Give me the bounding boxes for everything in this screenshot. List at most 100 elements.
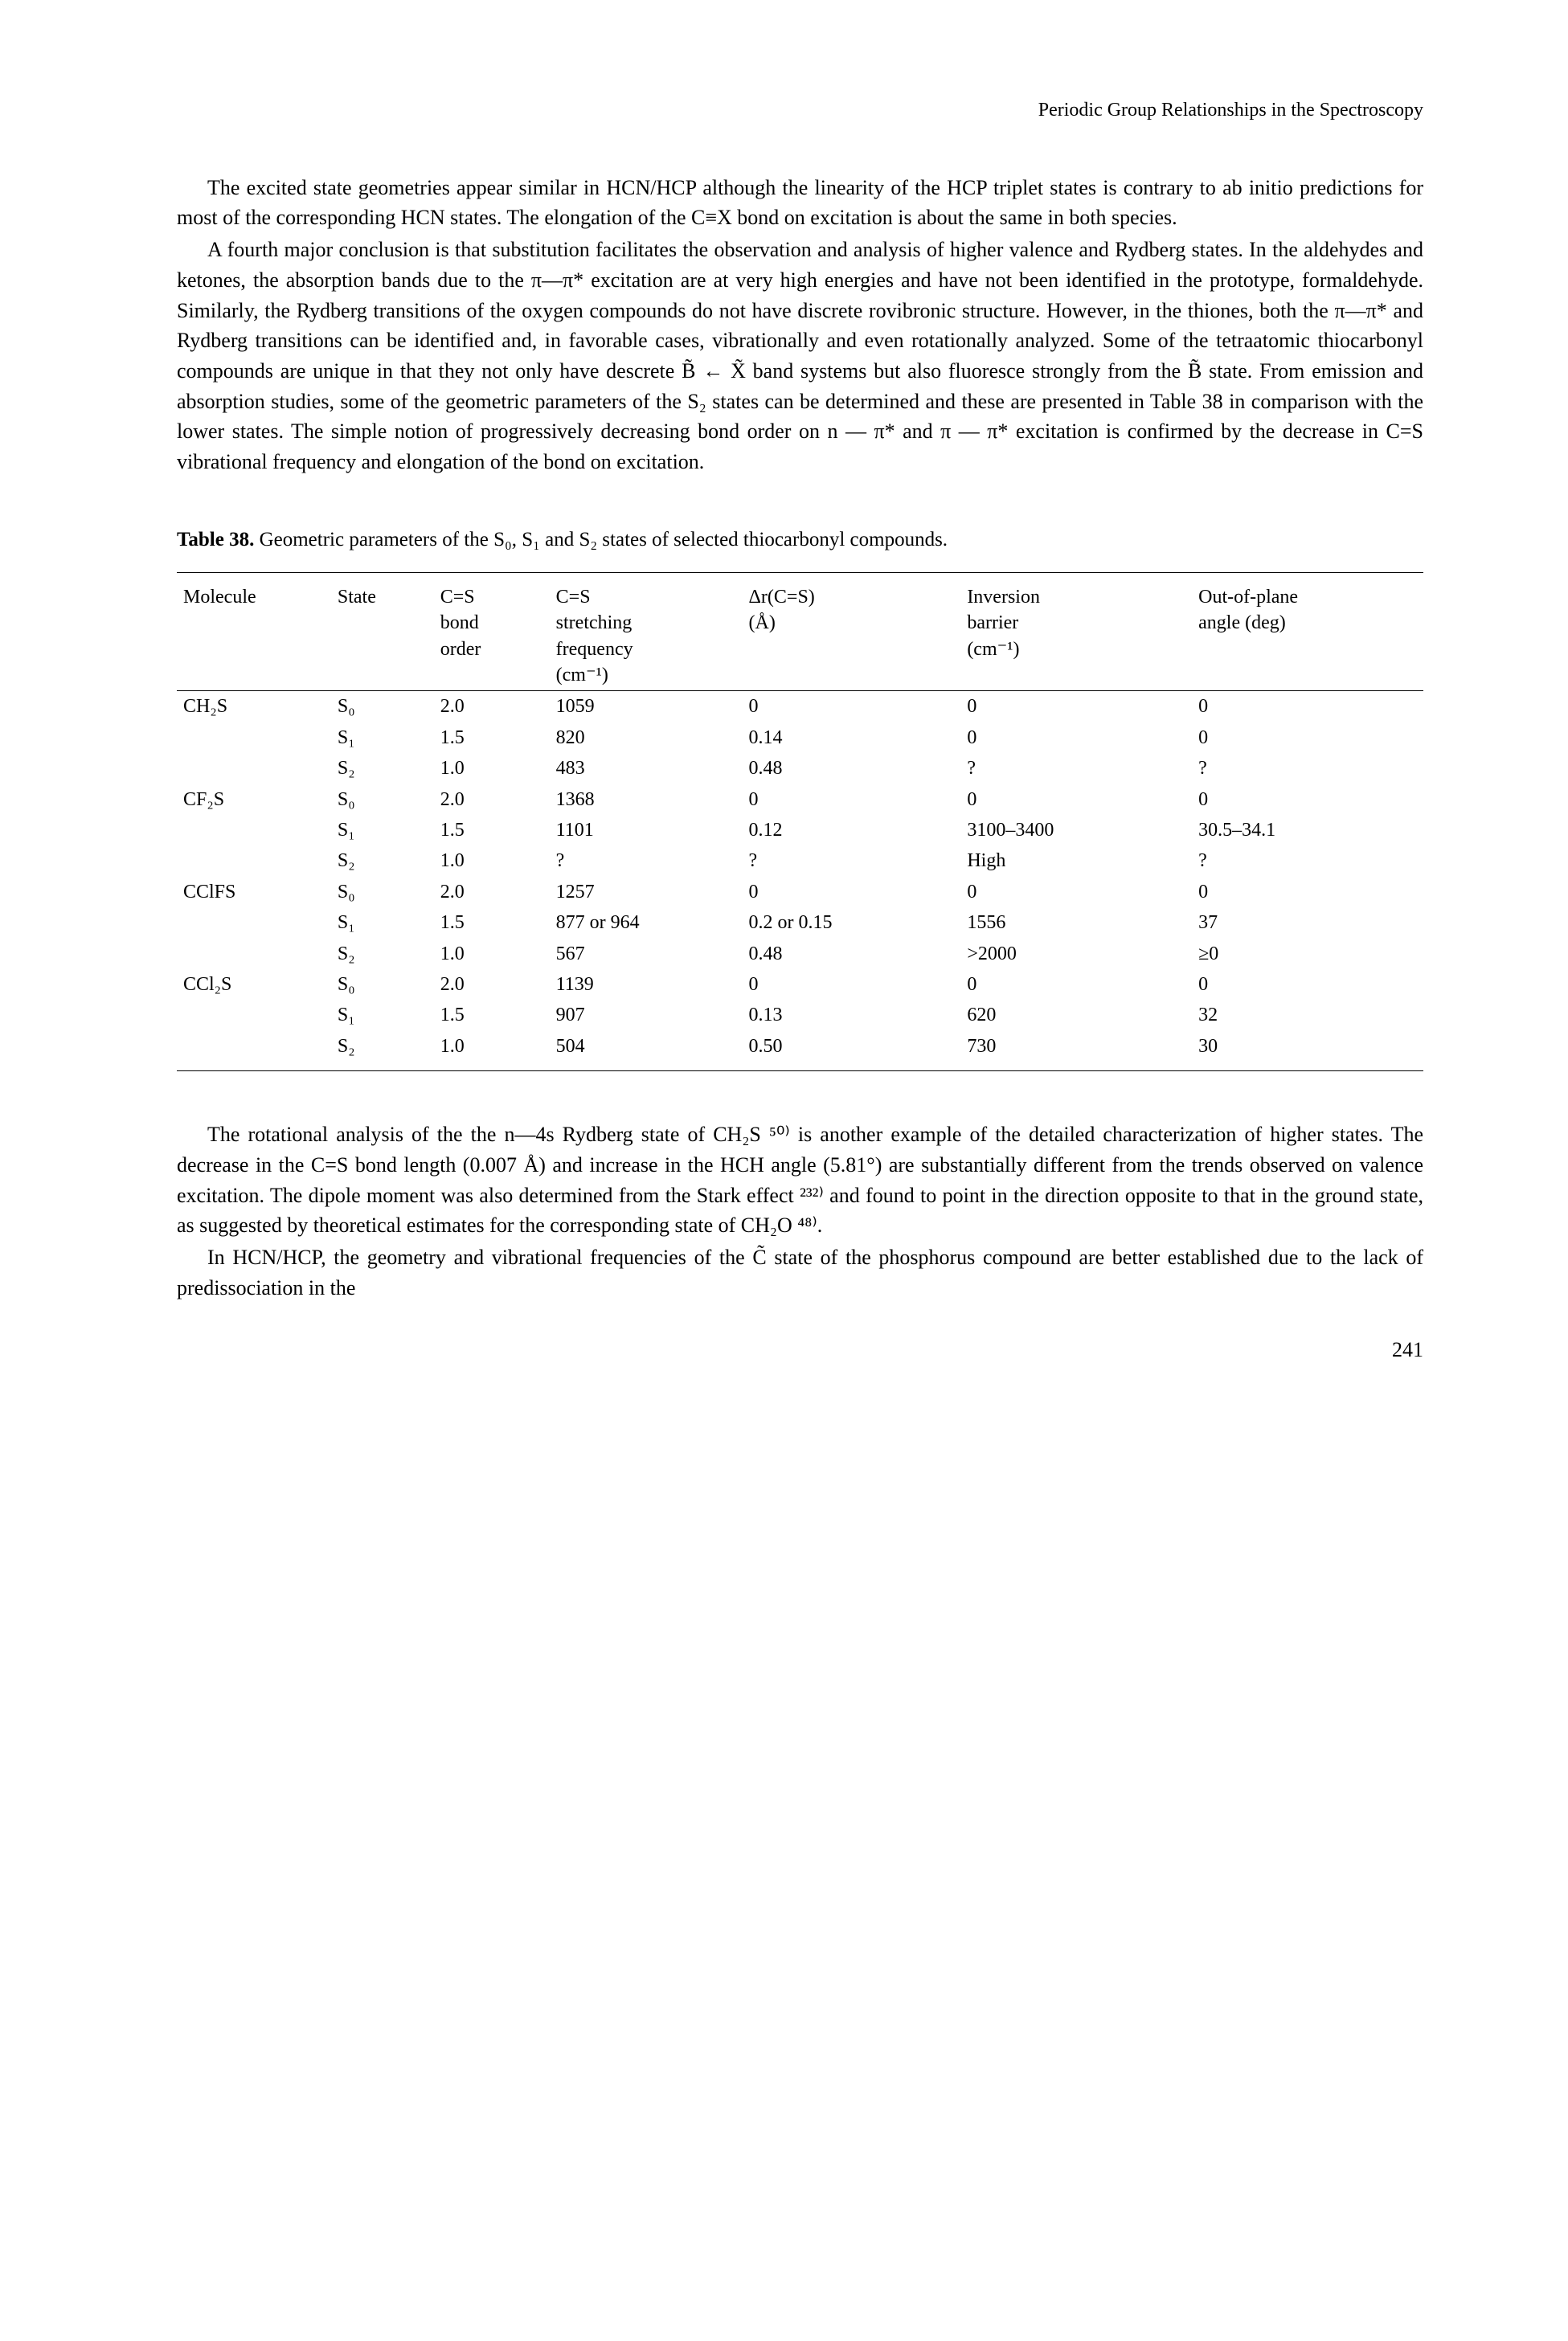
cell-mol: CClFS	[177, 877, 331, 907]
cell-order: 2.0	[434, 877, 550, 907]
cell-inv: 0	[960, 722, 1192, 753]
table-row: S₁1.511010.123100–340030.5–34.1	[177, 815, 1423, 845]
th-inv-l3: (cm⁻¹)	[967, 639, 1019, 660]
cell-state: S₂	[331, 845, 434, 876]
cell-inv: >2000	[960, 939, 1192, 969]
cell-state: S₀	[331, 877, 434, 907]
cell-state: S₂	[331, 753, 434, 784]
th-dr: Δr(C=S) (Å)	[743, 572, 961, 690]
cell-order: 1.5	[434, 907, 550, 938]
cell-freq: 1139	[550, 969, 743, 1000]
cell-mol: CCl₂S	[177, 969, 331, 1000]
page-number: 241	[177, 1335, 1423, 1365]
body-paragraph-3: The rotational analysis of the the n—4s …	[177, 1119, 1423, 1241]
cell-state: S₀	[331, 784, 434, 815]
cell-freq: 567	[550, 939, 743, 969]
cell-inv: 620	[960, 1000, 1192, 1030]
cell-freq: 907	[550, 1000, 743, 1030]
cell-mol	[177, 1000, 331, 1030]
cell-inv: 0	[960, 691, 1192, 722]
cell-dr: 0.48	[743, 939, 961, 969]
cell-state: S₂	[331, 1031, 434, 1071]
th-inv-l1: Inversion	[967, 587, 1040, 608]
cell-order: 1.5	[434, 722, 550, 753]
cell-dr: 0	[743, 877, 961, 907]
cell-inv: 730	[960, 1031, 1192, 1071]
cell-freq: 1257	[550, 877, 743, 907]
table-row: S₁1.5877 or 9640.2 or 0.15155637	[177, 907, 1423, 938]
table-row: CF₂SS₀2.01368000	[177, 784, 1423, 815]
th-state: State	[331, 572, 434, 690]
cell-freq: 1101	[550, 815, 743, 845]
th-order-l2: bond	[440, 612, 479, 633]
cell-mol	[177, 753, 331, 784]
th-freq-l4: (cm⁻¹)	[556, 665, 608, 686]
cell-oop: ?	[1192, 845, 1423, 876]
cell-dr: ?	[743, 845, 961, 876]
table-row: CH₂SS₀2.01059000	[177, 691, 1423, 722]
th-oop-l1: Out-of-plane	[1198, 587, 1298, 608]
cell-mol	[177, 815, 331, 845]
th-inv: Inversion barrier (cm⁻¹)	[960, 572, 1192, 690]
cell-inv: 0	[960, 784, 1192, 815]
table-caption: Table 38. Geometric parameters of the S₀…	[177, 526, 1423, 555]
cell-oop: 0	[1192, 877, 1423, 907]
cell-oop: 32	[1192, 1000, 1423, 1030]
th-oop-l2: angle (deg)	[1198, 612, 1286, 633]
cell-dr: 0.12	[743, 815, 961, 845]
cell-dr: 0	[743, 784, 961, 815]
th-dr-l2: (Å)	[749, 612, 776, 633]
cell-inv: ?	[960, 753, 1192, 784]
running-head: Periodic Group Relationships in the Spec…	[177, 96, 1423, 125]
table-body: CH₂SS₀2.01059000S₁1.58200.1400S₂1.04830.…	[177, 691, 1423, 1071]
th-freq: C=S stretching frequency (cm⁻¹)	[550, 572, 743, 690]
cell-freq: 820	[550, 722, 743, 753]
cell-state: S₀	[331, 969, 434, 1000]
cell-freq: 1368	[550, 784, 743, 815]
cell-dr: 0	[743, 691, 961, 722]
cell-dr: 0.13	[743, 1000, 961, 1030]
cell-oop: 0	[1192, 691, 1423, 722]
cell-oop: 30.5–34.1	[1192, 815, 1423, 845]
cell-order: 1.5	[434, 815, 550, 845]
th-inv-l2: barrier	[967, 612, 1018, 633]
cell-freq: ?	[550, 845, 743, 876]
cell-order: 1.5	[434, 1000, 550, 1030]
cell-dr: 0.14	[743, 722, 961, 753]
cell-mol: CF₂S	[177, 784, 331, 815]
cell-state: S₁	[331, 722, 434, 753]
table-row: S₁1.59070.1362032	[177, 1000, 1423, 1030]
th-freq-l1: C=S	[556, 587, 591, 608]
cell-oop: 37	[1192, 907, 1423, 938]
cell-oop: 30	[1192, 1031, 1423, 1071]
cell-freq: 877 or 964	[550, 907, 743, 938]
table-row: S₂1.04830.48??	[177, 753, 1423, 784]
cell-oop: 0	[1192, 969, 1423, 1000]
cell-inv: 1556	[960, 907, 1192, 938]
th-oop: Out-of-plane angle (deg)	[1192, 572, 1423, 690]
body-paragraph-2: A fourth major conclusion is that substi…	[177, 235, 1423, 477]
cell-freq: 504	[550, 1031, 743, 1071]
table-row: CClFSS₀2.01257000	[177, 877, 1423, 907]
cell-dr: 0.48	[743, 753, 961, 784]
table-row: CCl₂SS₀2.01139000	[177, 969, 1423, 1000]
cell-order: 2.0	[434, 691, 550, 722]
th-molecule: Molecule	[177, 572, 331, 690]
cell-state: S₁	[331, 1000, 434, 1030]
cell-inv: 3100–3400	[960, 815, 1192, 845]
cell-order: 1.0	[434, 1031, 550, 1071]
cell-inv: 0	[960, 969, 1192, 1000]
table-row: S₂1.05040.5073030	[177, 1031, 1423, 1071]
th-freq-l2: stretching	[556, 612, 633, 633]
body-paragraph-1: The excited state geometries appear simi…	[177, 173, 1423, 233]
cell-order: 1.0	[434, 845, 550, 876]
cell-oop: ?	[1192, 753, 1423, 784]
cell-inv: High	[960, 845, 1192, 876]
cell-inv: 0	[960, 877, 1192, 907]
th-order-l1: C=S	[440, 587, 475, 608]
cell-dr: 0.2 or 0.15	[743, 907, 961, 938]
table-caption-label: Table 38.	[177, 529, 254, 550]
cell-state: S₁	[331, 815, 434, 845]
cell-oop: 0	[1192, 722, 1423, 753]
cell-freq: 483	[550, 753, 743, 784]
